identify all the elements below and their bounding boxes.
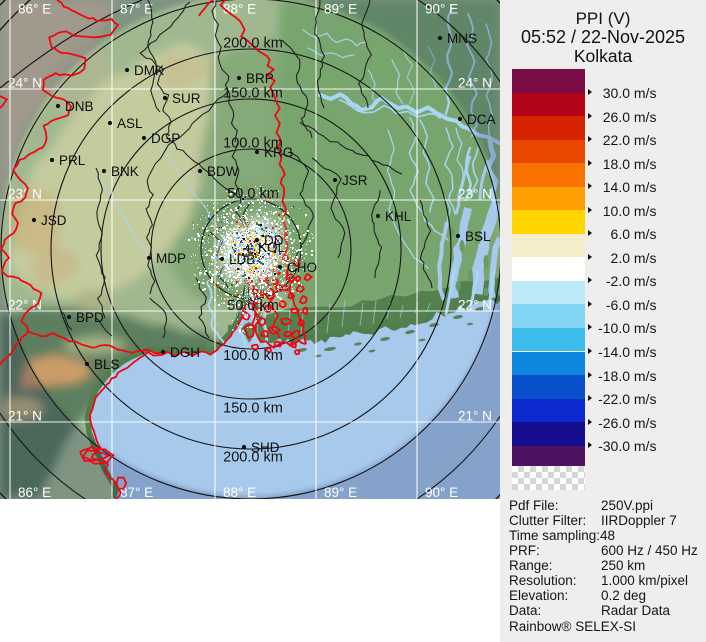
svg-text:DD: DD [264,233,284,248]
svg-text:100.0 km: 100.0 km [223,348,283,364]
svg-text:+: + [244,241,253,258]
svg-text:SHD: SHD [251,440,280,455]
svg-text:23° N: 23° N [458,187,492,202]
svg-text:CHO: CHO [287,260,317,275]
svg-text:50.0 km: 50.0 km [227,298,279,314]
svg-text:50.0 km: 50.0 km [227,186,279,202]
svg-text:200.0 km: 200.0 km [223,36,283,52]
svg-text:22° N: 22° N [458,298,492,313]
svg-text:DNB: DNB [65,99,94,114]
svg-text:89° E: 89° E [324,485,357,499]
svg-text:JSR: JSR [342,173,368,188]
svg-text:PRL: PRL [59,153,86,168]
svg-text:DGP: DGP [151,131,180,146]
svg-text:DCA: DCA [467,112,496,127]
svg-text:90° E: 90° E [425,485,458,499]
svg-text:JSD: JSD [41,213,67,228]
svg-text:MNS: MNS [447,31,477,46]
svg-text:88° E: 88° E [223,2,256,17]
svg-text:BNK: BNK [111,164,139,179]
svg-text:MDP: MDP [156,251,186,266]
svg-text:22° N: 22° N [8,298,42,313]
svg-text:150.0 km: 150.0 km [223,401,283,417]
svg-text:KOL: KOL [258,240,286,255]
svg-text:BRP: BRP [246,71,274,86]
svg-text:LDB: LDB [229,252,255,267]
svg-text:21° N: 21° N [458,409,492,424]
svg-text:ASL: ASL [117,116,143,131]
svg-text:87° E: 87° E [120,485,153,499]
svg-text:100.0 km: 100.0 km [223,136,283,152]
svg-text:86° E: 86° E [18,2,51,17]
svg-text:150.0 km: 150.0 km [223,86,283,102]
svg-text:BSL: BSL [465,229,491,244]
svg-text:88° E: 88° E [223,485,256,499]
svg-text:24° N: 24° N [458,76,492,91]
svg-text:23° N: 23° N [8,187,42,202]
svg-text:89° E: 89° E [324,2,357,17]
svg-text:200.0 km: 200.0 km [223,450,283,466]
svg-text:KHL: KHL [385,209,412,224]
svg-text:87° E: 87° E [120,2,153,17]
svg-text:KRG: KRG [264,145,293,160]
svg-text:BLS: BLS [94,357,120,372]
svg-text:BPD: BPD [76,310,104,325]
svg-text:SUR: SUR [172,91,201,106]
svg-text:BDW: BDW [207,164,239,179]
svg-text:21° N: 21° N [8,409,42,424]
svg-text:86° E: 86° E [18,485,51,499]
svg-text:DMK: DMK [134,63,164,78]
svg-text:24° N: 24° N [8,76,42,91]
svg-text:90° E: 90° E [425,2,458,17]
svg-text:DGH: DGH [170,345,200,360]
